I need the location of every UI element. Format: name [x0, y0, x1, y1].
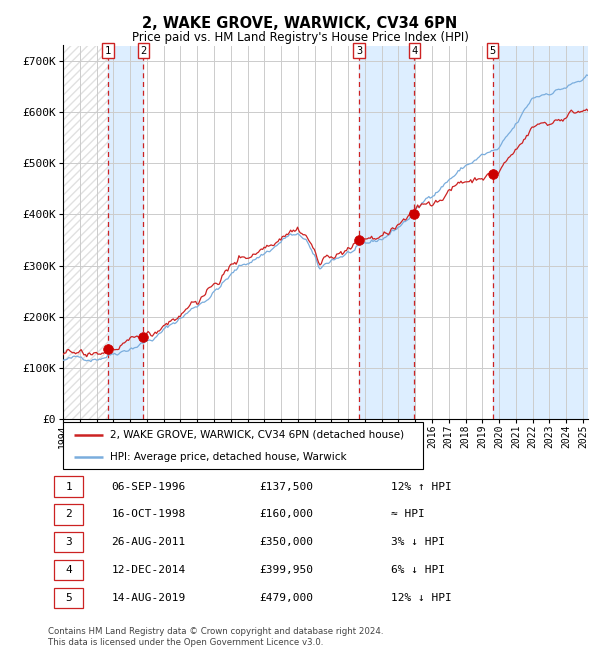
Text: 2, WAKE GROVE, WARWICK, CV34 6PN: 2, WAKE GROVE, WARWICK, CV34 6PN [142, 16, 458, 31]
Text: Price paid vs. HM Land Registry's House Price Index (HPI): Price paid vs. HM Land Registry's House … [131, 31, 469, 44]
Text: 2: 2 [140, 46, 146, 55]
Text: HPI: Average price, detached house, Warwick: HPI: Average price, detached house, Warw… [110, 452, 346, 462]
Text: 3% ↓ HPI: 3% ↓ HPI [391, 538, 445, 547]
Text: 06-SEP-1996: 06-SEP-1996 [112, 482, 185, 491]
Text: 4: 4 [65, 566, 72, 575]
Bar [359, 46, 415, 419]
Text: Contains HM Land Registry data © Crown copyright and database right 2024.
This d: Contains HM Land Registry data © Crown c… [48, 627, 383, 647]
Text: 5: 5 [65, 593, 72, 603]
Text: 2, WAKE GROVE, WARWICK, CV34 6PN (detached house): 2, WAKE GROVE, WARWICK, CV34 6PN (detach… [110, 430, 404, 439]
Bar [63, 46, 108, 419]
Text: 2: 2 [65, 510, 72, 519]
Text: 4: 4 [411, 46, 418, 55]
Text: 3: 3 [65, 538, 72, 547]
Text: 6% ↓ HPI: 6% ↓ HPI [391, 566, 445, 575]
Text: 12-DEC-2014: 12-DEC-2014 [112, 566, 185, 575]
Text: 1: 1 [65, 482, 72, 491]
Bar [108, 46, 143, 419]
FancyBboxPatch shape [63, 422, 423, 469]
Text: 26-AUG-2011: 26-AUG-2011 [112, 538, 185, 547]
Text: 16-OCT-1998: 16-OCT-1998 [112, 510, 185, 519]
Text: ≈ HPI: ≈ HPI [391, 510, 425, 519]
Text: 14-AUG-2019: 14-AUG-2019 [112, 593, 185, 603]
FancyBboxPatch shape [55, 504, 83, 525]
Text: £399,950: £399,950 [259, 566, 313, 575]
Text: 12% ↑ HPI: 12% ↑ HPI [391, 482, 452, 491]
FancyBboxPatch shape [55, 560, 83, 580]
Text: £350,000: £350,000 [259, 538, 313, 547]
Text: £160,000: £160,000 [259, 510, 313, 519]
Text: 5: 5 [490, 46, 496, 55]
FancyBboxPatch shape [55, 476, 83, 497]
FancyBboxPatch shape [55, 532, 83, 552]
FancyBboxPatch shape [55, 588, 83, 608]
Bar [63, 46, 108, 419]
Text: 1: 1 [105, 46, 111, 55]
Text: 12% ↓ HPI: 12% ↓ HPI [391, 593, 452, 603]
Text: £137,500: £137,500 [259, 482, 313, 491]
Bar [493, 46, 588, 419]
Text: 3: 3 [356, 46, 362, 55]
Text: £479,000: £479,000 [259, 593, 313, 603]
